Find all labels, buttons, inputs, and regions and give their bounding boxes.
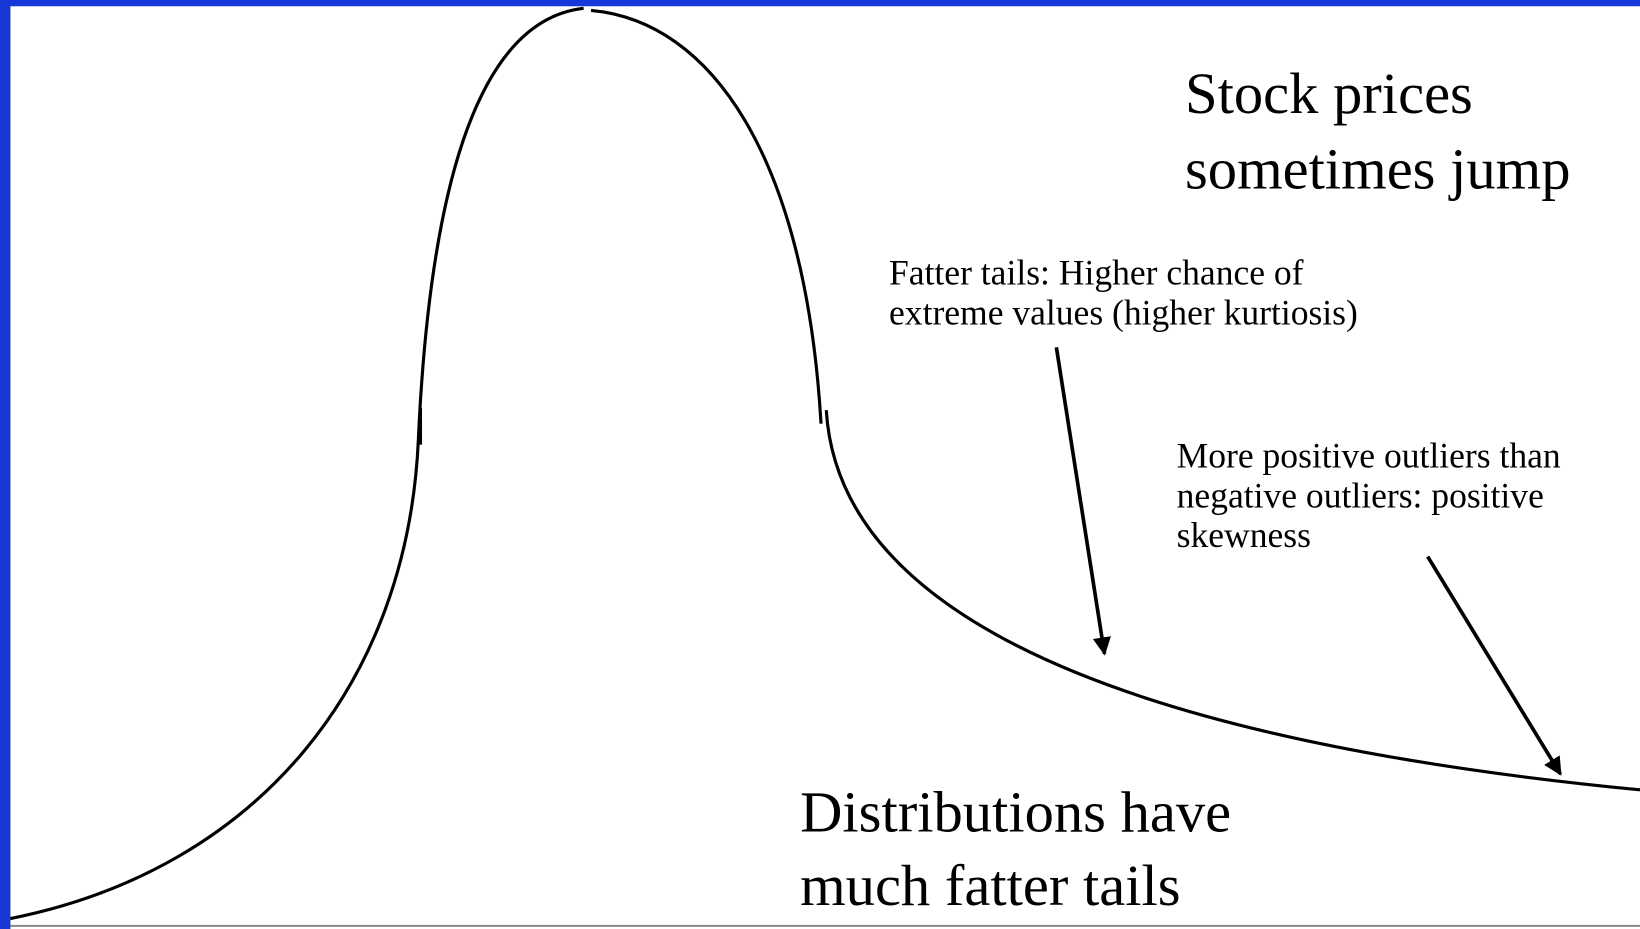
title-line: Stock prices (1185, 61, 1473, 126)
conclusion-line: Distributions have (800, 780, 1231, 845)
top-border (0, 0, 1640, 7)
left-border (0, 0, 11, 929)
note-line: Fatter tails: Higher chance of (889, 253, 1304, 293)
conclusion-line: much fatter tails (800, 853, 1180, 918)
curve-left (10, 6, 584, 921)
arrow (1426, 555, 1563, 776)
distribution-curve (10, 6, 1640, 921)
note-line: extreme values (higher kurtiosis) (889, 292, 1358, 332)
note-line: negative outliers: positive (1177, 475, 1544, 515)
note-line: More positive outliers than (1177, 436, 1561, 476)
curve-tail (824, 410, 1640, 792)
curve-right (590, 8, 823, 424)
arrow (1054, 347, 1111, 656)
title-line: sometimes jump (1185, 136, 1570, 201)
note-line: skewness (1177, 515, 1311, 555)
